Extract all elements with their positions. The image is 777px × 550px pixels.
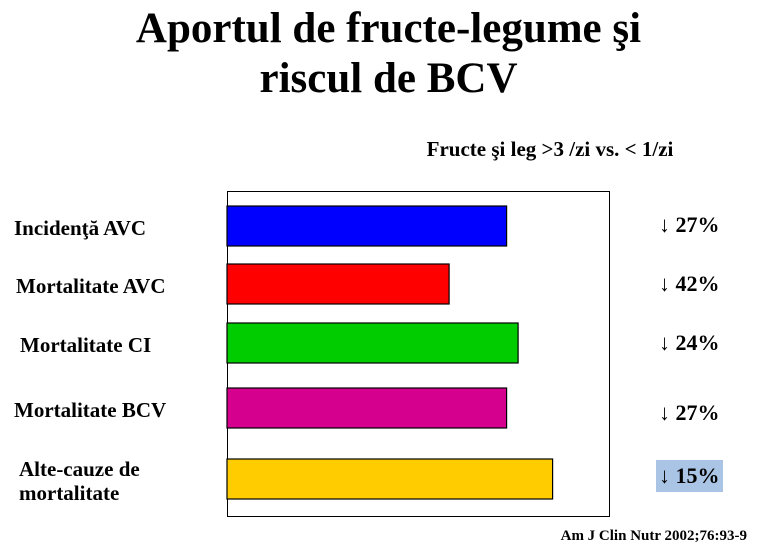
- bar-3: [226, 322, 519, 364]
- bar-4: [226, 387, 508, 429]
- category-label-3: Mortalitate CI: [20, 333, 151, 357]
- bar-2: [226, 263, 450, 305]
- slide-title-line-1: Aportul de fructe-legume şi: [135, 5, 642, 52]
- value-label-3: ↓ 24%: [659, 330, 720, 355]
- bar-1: [226, 205, 508, 247]
- source-citation: Am J Clin Nutr 2002;76:93-9: [560, 528, 747, 544]
- category-label-line: Incidenţă AVC: [14, 216, 147, 240]
- value-label-4: ↓ 27%: [659, 400, 720, 425]
- category-label-line: Alte-cauze de: [19, 457, 140, 481]
- category-label-line: Mortalitate CI: [20, 333, 152, 357]
- slide-title: Aportul de fructe-legume şi riscul de BC…: [0, 4, 777, 104]
- chart-subtitle: Fructe şi leg >3 /zi vs. < 1/zi: [426, 137, 674, 161]
- category-label-line: Mortalitate AVC: [16, 274, 166, 298]
- category-label-line: Mortalitate BCV: [14, 398, 167, 422]
- category-label-5: Alte-cauze de mortalitate: [19, 457, 140, 505]
- category-label-line: mortalitate: [19, 481, 120, 505]
- value-label-2: ↓ 42%: [659, 271, 720, 296]
- slide-title-line-2: riscul de BCV: [259, 55, 518, 102]
- category-label-2: Mortalitate AVC: [16, 274, 166, 298]
- value-label-1: ↓ 27%: [659, 212, 720, 237]
- category-label-4: Mortalitate BCV: [14, 398, 166, 422]
- category-label-1: Incidenţă AVC: [14, 216, 146, 240]
- value-label-5: ↓ 15%: [656, 460, 723, 492]
- bar-5: [226, 458, 554, 500]
